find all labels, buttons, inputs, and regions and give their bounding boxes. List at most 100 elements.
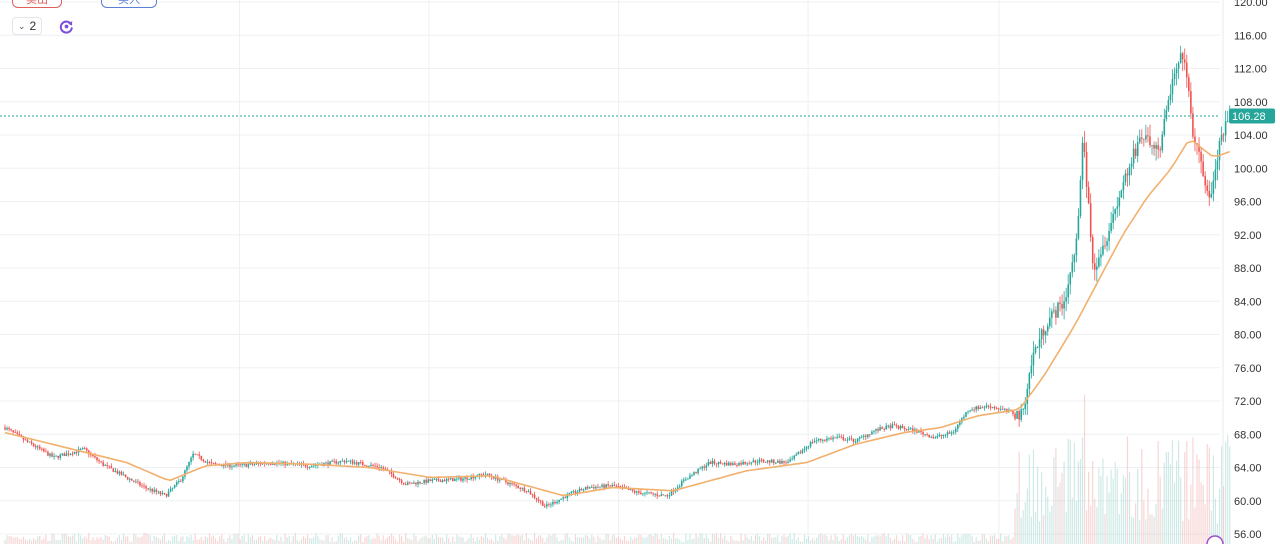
volume-bar [1079,458,1082,544]
volume-bar [396,541,399,544]
candle-body [462,478,464,481]
volume-bar [1126,436,1129,544]
candle-body [186,466,188,471]
candle-body [55,455,57,457]
volume-bar [139,537,141,544]
candle-body [631,489,634,491]
volume-bar [382,535,384,544]
candle-body [470,476,472,480]
volume-bar [67,535,69,544]
volume-bar [519,535,521,544]
candle-body [678,486,681,488]
candle-body [1012,411,1014,414]
candle-body [137,481,139,483]
volume-bar [194,533,196,544]
volume-bar [830,535,832,544]
volume-bar [245,541,247,544]
volume-bar [850,533,853,544]
volume-bar [503,537,505,544]
candle-body [895,425,898,427]
moving-average-line [4,140,1230,497]
candle-body [1057,302,1059,318]
volume-bar [1194,507,1196,544]
volume-bar [781,535,783,544]
candle-body [959,422,961,425]
volume-bar [368,535,370,544]
candle-body [891,424,894,429]
sell-button[interactable]: 卖出 [12,0,62,8]
volume-bar [938,538,940,544]
volume-bar [640,534,642,544]
volume-bar [767,534,769,544]
volume-bar [1075,501,1077,544]
volume-bar [484,533,487,544]
candle-body [846,439,849,441]
volume-bar [535,538,538,544]
candle-body [742,462,744,465]
candle-body [556,502,558,504]
candle-body [1069,272,1072,285]
settings-icon[interactable] [1206,535,1224,544]
volume-bar [625,540,628,544]
y-tick-label: 100.00 [1234,163,1268,175]
candle-body [492,476,495,479]
candle-body [574,491,577,494]
candle-body [198,454,201,456]
candle-body [314,465,317,466]
candle-body [1194,136,1196,144]
candle-body [112,468,115,472]
volume-bar [666,539,669,544]
volume-bar [889,537,891,544]
volume-bar [1184,452,1186,544]
volume-bar [1165,452,1167,544]
candle-body [451,478,454,482]
volume-bar [59,539,61,544]
candle-body [627,488,630,490]
candle-body [1181,53,1184,60]
volume-bar [681,541,683,544]
candle-body [783,460,785,463]
volume-bar [809,540,812,544]
volume-bar [1022,510,1024,544]
candle-body [801,450,804,454]
volume-bar [664,538,667,544]
volume-bar [668,535,671,544]
candle-body [341,460,344,462]
volume-bar [793,533,795,544]
candle-body [49,453,51,456]
volume-bar [701,533,703,544]
candle-body [30,441,33,444]
refresh-icon[interactable] [58,18,75,35]
volume-bar [1053,457,1055,544]
candle-body [212,463,215,464]
volume-bar [580,537,583,544]
candlestick-series [4,45,1231,509]
candle-body [466,477,468,480]
volume-bar [468,537,470,544]
candle-body [98,460,100,462]
volume-bar [190,534,192,544]
candle-body [1226,120,1229,122]
candle-body [887,425,890,427]
candle-body [991,406,994,408]
candle-body [145,486,147,489]
volume-bar [470,534,472,544]
volume-bar [838,541,840,544]
candle-body [404,483,407,485]
candle-body [1112,213,1114,223]
volume-bar [818,534,820,544]
buy-button[interactable]: 买入 [101,0,157,8]
candle-body [159,491,162,495]
candle-body [981,407,984,409]
candle-body [96,457,98,461]
volume-bar [521,534,523,544]
volume-bar [820,533,822,544]
volume-bar [644,538,646,544]
volume-bar [601,540,603,544]
volume-bar [286,537,288,544]
candle-body [374,465,376,467]
interval-dropdown[interactable]: ⌄ 2 [12,17,43,35]
volume-bar [1063,461,1065,544]
volume-bar [1190,484,1192,544]
